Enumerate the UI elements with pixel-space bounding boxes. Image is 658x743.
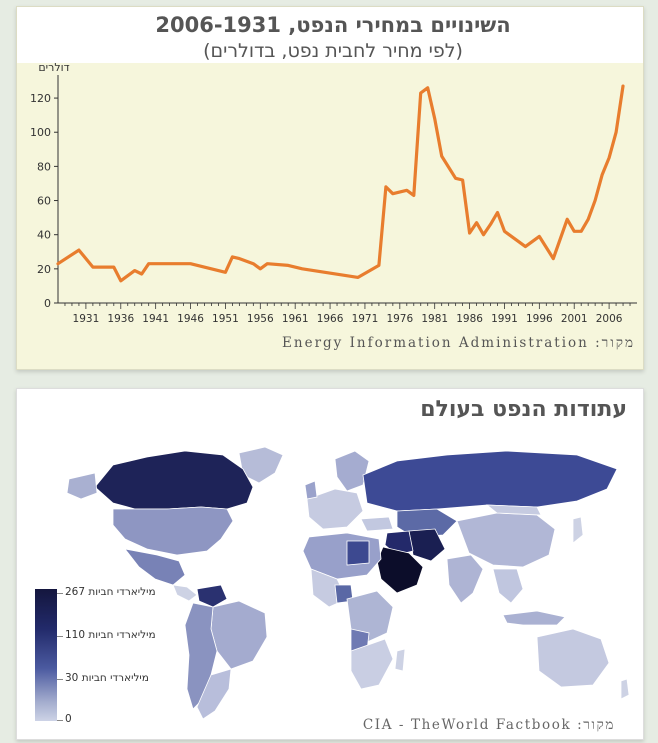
oil-price-series-line: [56, 84, 625, 283]
map-region-brazil: [210, 600, 268, 670]
x-tick-label-2006: 2006: [596, 313, 623, 325]
legend-label-267: 267 מיליארדי חביות: [65, 586, 156, 598]
map-region-scandinavia: [334, 450, 370, 492]
map-region-mongolia: [485, 504, 542, 516]
chart-title-block: השינויים במחירי הנפט, 2006-1931 (לפי מחי…: [17, 7, 643, 63]
chart-title: השינויים במחירי הנפט, 2006-1931: [155, 13, 511, 37]
x-tick-label-1971: 1971: [352, 313, 379, 325]
x-tick-label-1941: 1941: [142, 313, 169, 325]
map-region-western-europe: [306, 488, 364, 530]
legend-tick-267: [57, 593, 63, 594]
map-region-madagascar: [394, 648, 406, 672]
x-tick-label-1996: 1996: [526, 313, 553, 325]
x-tick-label-1966: 1966: [317, 313, 344, 325]
x-tick-label-2001: 2001: [561, 313, 588, 325]
y-axis-label: דולרים: [38, 61, 69, 74]
map-region-venezuela: [196, 584, 228, 608]
map-region-usa: [112, 506, 234, 556]
x-tick-label-1951: 1951: [212, 313, 239, 325]
map-region-australia: [536, 628, 610, 688]
oil-price-chart-panel: השינויים במחירי הנפט, 2006-1931 (לפי מחי…: [16, 6, 644, 370]
chart-source: מקור: Energy Information Administration: [282, 335, 635, 351]
legend-label-0: 0: [65, 713, 72, 725]
x-tick-label-1991: 1991: [491, 313, 518, 325]
map-region-indonesia: [502, 610, 566, 626]
map-region-alaska: [66, 472, 98, 500]
legend-tick-30: [57, 679, 63, 680]
y-tick-label-120: 120: [30, 92, 51, 105]
y-tick-label-20: 20: [37, 263, 51, 276]
map-region-canada: [94, 450, 254, 510]
map-region-saudi-arabia: [376, 546, 424, 594]
legend-tick-110: [57, 636, 63, 637]
x-tick-label-1976: 1976: [386, 313, 413, 325]
x-tick-label-1986: 1986: [456, 313, 483, 325]
x-tick-label-1936: 1936: [107, 313, 134, 325]
map-title: עתודות הנפט בעולם: [420, 397, 627, 422]
map-region-argentina: [196, 668, 232, 720]
x-tick-label-1956: 1956: [247, 313, 274, 325]
map-region-southeast-asia: [492, 568, 524, 604]
x-tick-label-1961: 1961: [282, 313, 309, 325]
legend-label-110: 110 מיליארדי חביות: [65, 629, 156, 641]
y-tick-label-40: 40: [37, 229, 51, 242]
chart-subtitle: (לפי מחיר לחבית נפט, בדולרים): [203, 40, 463, 62]
oil-price-line-chart: 0 20 40 60 80 100 120 דולרים 1931 1936 1941 1946 195…: [30, 61, 637, 325]
map-region-turkey: [360, 516, 394, 532]
y-tick-label-0: 0: [44, 297, 51, 310]
legend-label-30: 30 מיליארדי חביות: [65, 672, 149, 684]
x-tick-label-1981: 1981: [421, 313, 448, 325]
legend-color-scale: [35, 589, 57, 721]
y-tick-label-80: 80: [37, 160, 51, 173]
map-region-new-zealand: [620, 678, 630, 700]
map-region-uk: [304, 480, 318, 500]
legend-tick-0: [57, 720, 63, 721]
x-tick-label-1946: 1946: [177, 313, 204, 325]
map-region-mexico: [124, 548, 186, 586]
map-region-southern-africa: [350, 638, 394, 690]
map-region-india: [446, 554, 484, 604]
x-tick-label-1931: 1931: [73, 313, 100, 325]
map-region-central-america: [172, 584, 198, 602]
y-tick-label-100: 100: [30, 126, 51, 139]
map-region-kazakhstan: [396, 508, 458, 538]
map-region-japan: [572, 516, 584, 544]
map-source: מקור: CIA - TheWorld Factbook: [362, 717, 615, 733]
y-tick-label-60: 60: [37, 195, 51, 208]
oil-reserves-map-panel: עתודות הנפט בעולם: [16, 388, 644, 740]
world-oil-reserves-map: [66, 446, 630, 720]
map-region-russia: [362, 450, 618, 512]
map-region-libya: [346, 540, 370, 566]
